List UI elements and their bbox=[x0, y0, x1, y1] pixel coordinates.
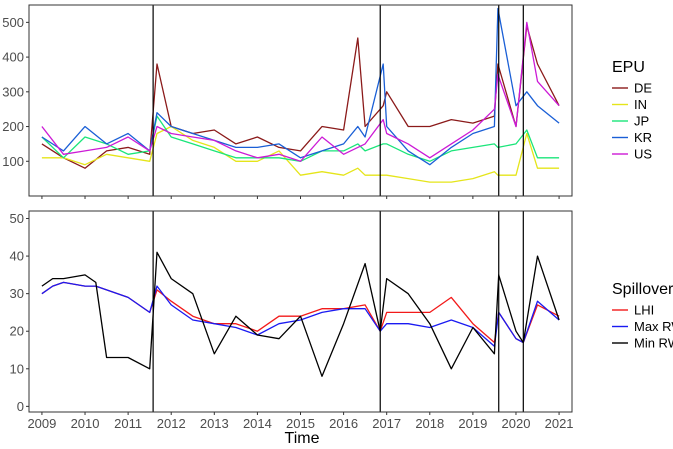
top-legend-title: EPU bbox=[612, 59, 645, 76]
top-series-us-line bbox=[41, 21, 560, 162]
bot-legend-title: Spillover bbox=[612, 281, 673, 298]
bot-y-tick-label: 30 bbox=[10, 286, 24, 301]
top-series-de-line bbox=[41, 25, 560, 169]
bottom-event-lines bbox=[152, 211, 524, 412]
x-tick-label: 2012 bbox=[157, 416, 186, 431]
top-series-in-line bbox=[41, 125, 560, 183]
top-legend-label: US bbox=[634, 147, 652, 162]
x-tick-label: 2017 bbox=[372, 416, 401, 431]
x-tick-label: 2018 bbox=[415, 416, 444, 431]
top-y-tick-label: 400 bbox=[2, 50, 24, 65]
bot-y-tick-label: 20 bbox=[10, 324, 24, 339]
x-tick-label: 2011 bbox=[114, 416, 142, 431]
x-tick-label: 2013 bbox=[200, 416, 229, 431]
bot-series-min-rw-line bbox=[41, 251, 560, 377]
top-y-axis: 100 200 300 400 500 bbox=[2, 15, 560, 199]
top-series-lines bbox=[41, 7, 560, 183]
bot-legend-label: Max RW bbox=[634, 319, 673, 334]
top-series-jp-line bbox=[41, 115, 560, 162]
x-tick-label: 2009 bbox=[27, 416, 56, 431]
top-y-tick-label: 300 bbox=[2, 84, 24, 99]
x-tick-label: 2016 bbox=[329, 416, 358, 431]
bot-y-tick-label: 40 bbox=[10, 249, 24, 264]
bot-series-max-rw-line bbox=[41, 281, 560, 347]
x-tick-label: 2020 bbox=[502, 416, 531, 431]
bot-legend-label: Min RW bbox=[634, 336, 673, 351]
bottom-y-axis: 0 10 20 30 40 50 bbox=[10, 211, 29, 414]
bottom-panel-border bbox=[28, 210, 573, 413]
top-y-tick-label: 100 bbox=[2, 154, 24, 169]
bot-legend-label: LHI bbox=[634, 303, 654, 318]
x-tick-label: 2021 bbox=[545, 416, 574, 431]
bot-series-lhi-line bbox=[41, 281, 560, 344]
top-y-tick-label: 500 bbox=[2, 15, 24, 30]
top-event-lines bbox=[152, 5, 524, 196]
bottom-series-lines bbox=[41, 251, 560, 377]
top-y-tick-label: 200 bbox=[2, 119, 24, 134]
bot-y-tick-label: 50 bbox=[10, 211, 24, 226]
top-panel: 100 200 300 400 500 bbox=[2, 4, 573, 199]
bottom-panel: 0 10 20 30 40 50 2009 2010 2011 2012 2013 2014 2015… bbox=[10, 210, 574, 431]
top-legend-label: DE bbox=[634, 81, 652, 96]
top-legend-label: IN bbox=[634, 97, 647, 112]
top-legend-label: KR bbox=[634, 130, 652, 145]
x-tick-label: 2010 bbox=[71, 416, 100, 431]
x-axis: 2009 2010 2011 2012 2013 2014 2015 2016 2017 2018… bbox=[27, 412, 574, 431]
top-panel-border bbox=[28, 4, 573, 197]
x-axis-label: Time bbox=[285, 430, 320, 447]
x-tick-label: 2014 bbox=[243, 416, 272, 431]
top-legend-label: JP bbox=[634, 114, 649, 129]
bot-y-tick-label: 10 bbox=[10, 361, 24, 376]
x-tick-label: 2019 bbox=[458, 416, 487, 431]
bot-y-tick-label: 0 bbox=[17, 399, 24, 414]
x-tick-label: 2015 bbox=[286, 416, 315, 431]
